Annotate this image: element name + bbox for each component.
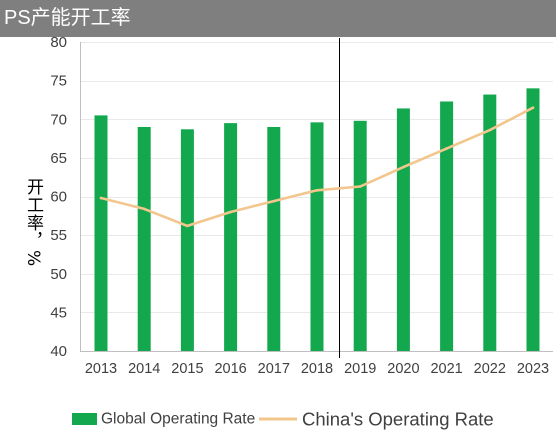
bar-2015 xyxy=(180,129,194,351)
china-rate-point-2015 xyxy=(186,224,189,228)
y-tick-label: 80 xyxy=(50,34,67,51)
bar-2016 xyxy=(224,123,238,351)
bar-2017 xyxy=(267,126,281,351)
legend-label-china: China's Operating Rate xyxy=(302,409,494,430)
bar-2013 xyxy=(94,115,108,351)
x-tick-labels: 2013 2014 2015 2016 2017 2018 2019 2020 2021 2022… xyxy=(85,361,549,377)
china-rate-point-2017 xyxy=(272,199,276,203)
bar-2022 xyxy=(483,94,497,351)
x-tick-label: 2016 xyxy=(214,361,246,377)
x-tick-label: 2017 xyxy=(258,361,290,377)
x-tick-label: 2019 xyxy=(344,361,376,377)
bar-2019 xyxy=(353,120,367,351)
y-tick-label: 60 xyxy=(50,189,67,206)
legend: Global Operating Rate China's Operating … xyxy=(72,409,494,430)
y-tick-label: 50 xyxy=(50,266,67,283)
y-axis-title: 开工率，% xyxy=(23,178,43,268)
bar-2014 xyxy=(137,126,151,351)
china-rate-point-2013 xyxy=(99,196,103,200)
x-tick-label: 2023 xyxy=(517,361,549,377)
legend-swatch-global xyxy=(72,413,97,425)
x-tick-label: 2014 xyxy=(128,361,160,377)
china-rate-point-2018 xyxy=(315,189,319,192)
x-tick-label: 2013 xyxy=(85,361,117,377)
x-tick-label: 2018 xyxy=(301,361,333,377)
china-rate-point-2022 xyxy=(488,128,492,132)
x-tick-label: 2021 xyxy=(430,361,462,377)
china-rate-point-2019 xyxy=(358,185,362,188)
y-tick-label: 70 xyxy=(50,111,67,128)
x-tick-label: 2022 xyxy=(474,361,506,377)
bar-2021 xyxy=(440,101,454,351)
y-tick-label: 55 xyxy=(50,227,67,244)
x-tick-label: 2015 xyxy=(171,361,203,377)
chart-title-bar: PS产能开工率 xyxy=(0,0,556,37)
china-rate-point-2023 xyxy=(531,106,535,109)
y-tick-label: 40 xyxy=(50,343,67,360)
china-rate-point-2021 xyxy=(445,147,448,150)
china-operating-rate-series xyxy=(99,106,535,228)
bar-2023 xyxy=(526,88,540,351)
y-tick-label: 45 xyxy=(50,304,67,321)
china-rate-point-2020 xyxy=(402,165,405,169)
china-rate-point-2016 xyxy=(229,210,232,214)
bar-2020 xyxy=(396,108,410,351)
x-tick-label: 2020 xyxy=(387,361,419,377)
bar-2018 xyxy=(310,122,324,351)
chart-title: PS产能开工率 xyxy=(4,7,131,29)
legend-label-global: Global Operating Rate xyxy=(101,411,255,428)
china-rate-point-2014 xyxy=(142,207,146,211)
axes xyxy=(80,42,553,352)
global-operating-rate-bars xyxy=(94,88,540,351)
y-tick-labels: 40 45 50 55 60 65 70 75 80 xyxy=(50,34,67,360)
y-tick-label: 75 xyxy=(50,73,67,90)
y-tick-label: 65 xyxy=(50,150,67,167)
